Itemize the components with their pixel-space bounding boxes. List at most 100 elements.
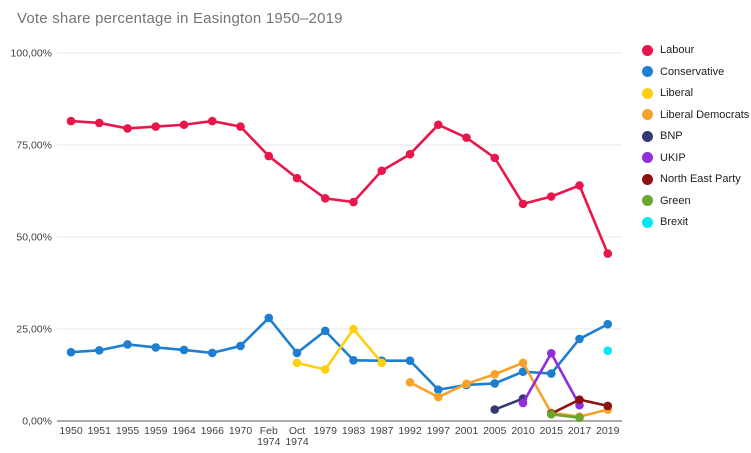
data-point-green (546, 410, 556, 419)
legend-label-bnp: BNP (660, 130, 683, 142)
y-tick-label: 75,00% (16, 140, 52, 152)
data-point-conservative (179, 345, 189, 355)
data-point-labour (264, 151, 274, 161)
data-point-labour (575, 181, 584, 190)
data-point-liberal (377, 358, 387, 368)
legend-label-green: Green (660, 194, 691, 207)
data-point-liberal-democrats (462, 379, 471, 389)
legend-item-ukip: UKIP (642, 152, 749, 164)
chart-legend: Labour Conservative Liberal Liberal Democra… (642, 44, 749, 228)
page-title: Vote share percentage in Easington 1950–… (17, 10, 343, 27)
legend-item-liberal-democrats: Liberal Democrats (642, 109, 749, 121)
data-point-labour (66, 116, 76, 126)
data-point-conservative (603, 319, 613, 329)
x-tick-label: 1955 (116, 425, 140, 437)
y-tick-label: 25,00% (16, 324, 52, 336)
legend-label-ukip: UKIP (660, 151, 686, 164)
data-point-labour (236, 122, 245, 131)
data-point-labour (490, 153, 500, 163)
data-point-ukip (546, 348, 556, 358)
data-point-conservative (207, 348, 217, 358)
data-point-labour (518, 199, 528, 209)
legend-item-bnp: BNP (642, 130, 749, 142)
data-point-conservative (405, 356, 415, 365)
data-point-labour (179, 120, 189, 130)
legend-item-liberal: Liberal (642, 87, 749, 99)
data-point-conservative (546, 369, 556, 378)
x-tick-label: 1979 (314, 425, 338, 437)
data-point-labour (433, 120, 443, 130)
data-point-conservative (123, 340, 132, 349)
data-point-bnp (490, 405, 500, 414)
data-point-liberal-democrats (490, 369, 500, 379)
data-point-green (575, 413, 584, 422)
legend-item-north-east-party: North East Party (642, 173, 749, 185)
legend-dot-brexit (642, 216, 653, 228)
y-tick-label: 0,00% (22, 416, 52, 428)
legend-label-north-east-party: North East Party (660, 173, 741, 185)
data-point-north-east-party (575, 395, 584, 404)
data-point-conservative (94, 346, 104, 355)
legend-dot-bnp (642, 130, 653, 142)
x-tick-label: 1983 (342, 425, 366, 437)
x-tick-label: Feb 1974 (257, 425, 281, 448)
legend-dot-liberal (642, 87, 653, 99)
series-line-bnp (493, 397, 525, 411)
series-line-green (549, 413, 581, 419)
data-point-labour (123, 124, 132, 133)
data-point-liberal (292, 358, 302, 368)
x-tick-label: 1987 (370, 425, 394, 437)
x-tick-label: 2019 (596, 425, 620, 437)
data-point-labour (320, 194, 330, 203)
legend-dot-ukip (642, 152, 653, 163)
x-tick-label: 1950 (59, 425, 83, 437)
data-point-labour (377, 166, 387, 176)
data-point-conservative (433, 385, 443, 395)
x-tick-label: 1951 (88, 425, 112, 437)
x-tick-label: Oct 1974 (285, 425, 309, 448)
x-tick-label: 1992 (398, 425, 422, 437)
legend-dot-north-east-party (642, 173, 653, 185)
data-point-liberal-democrats (405, 378, 415, 387)
data-point-conservative (518, 367, 528, 376)
data-point-labour (349, 197, 358, 207)
legend-label-labour: Labour (660, 44, 695, 56)
x-tick-label: 2017 (568, 425, 592, 437)
legend-label-liberal: Liberal (660, 87, 694, 99)
x-tick-label: 2010 (511, 425, 535, 437)
series-line-conservative (69, 316, 610, 392)
data-point-brexit (603, 346, 613, 356)
legend-label-brexit: Brexit (660, 216, 689, 228)
x-tick-label: 1970 (229, 425, 253, 437)
legend-item-green: Green (642, 195, 749, 207)
x-tick-label: 1997 (427, 425, 451, 437)
x-tick-label: 2005 (483, 425, 507, 437)
x-tick-label: 1959 (144, 425, 168, 437)
legend-dot-green (642, 195, 653, 206)
series-line-liberal (295, 327, 384, 371)
data-point-conservative (292, 348, 302, 358)
data-point-conservative (349, 355, 358, 365)
legend-item-conservative: Conservative (642, 66, 749, 78)
data-point-labour (292, 173, 302, 183)
data-point-conservative (66, 347, 76, 357)
data-point-ukip (518, 398, 528, 408)
data-point-liberal-democrats (433, 392, 443, 402)
legend-item-labour: Labour (642, 44, 749, 56)
x-tick-label: 2001 (455, 425, 479, 437)
legend-dot-conservative (642, 66, 653, 77)
data-point-labour (94, 118, 104, 128)
data-point-labour (207, 116, 217, 126)
data-point-liberal (349, 324, 358, 334)
x-tick-label: 2015 (540, 425, 564, 437)
data-point-conservative (575, 334, 584, 344)
data-point-labour (546, 192, 556, 201)
data-point-labour (462, 133, 471, 142)
x-tick-label: 1964 (172, 425, 196, 437)
data-point-north-east-party (603, 401, 613, 411)
y-tick-label: 50,00% (16, 232, 52, 244)
data-point-labour (151, 122, 161, 131)
data-point-conservative (490, 379, 500, 388)
data-point-liberal (320, 365, 330, 374)
